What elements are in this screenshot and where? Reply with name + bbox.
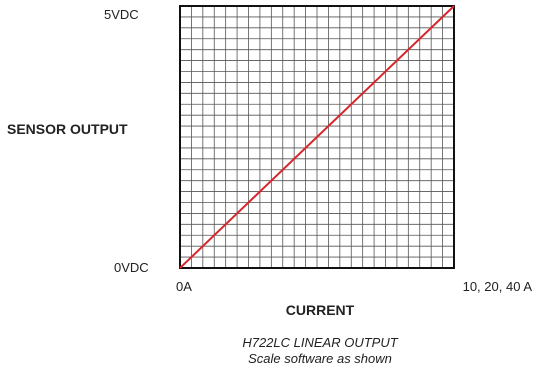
plot-frame xyxy=(179,5,455,269)
x-tick-label-0a: 0A xyxy=(176,279,192,294)
y-axis-label: SENSOR OUTPUT xyxy=(7,121,128,137)
grid-lines xyxy=(180,6,454,268)
y-tick-label-5vdc: 5VDC xyxy=(104,7,139,22)
x-tick-label-max: 10, 20, 40 A xyxy=(463,279,533,294)
series-line-output xyxy=(179,5,455,269)
x-axis-label: CURRENT xyxy=(286,302,355,318)
caption-line-2: Scale software as shown xyxy=(248,351,392,366)
y-tick-label-0vdc: 0VDC xyxy=(114,260,149,275)
caption-line-1: H722LC LINEAR OUTPUT xyxy=(242,335,398,350)
